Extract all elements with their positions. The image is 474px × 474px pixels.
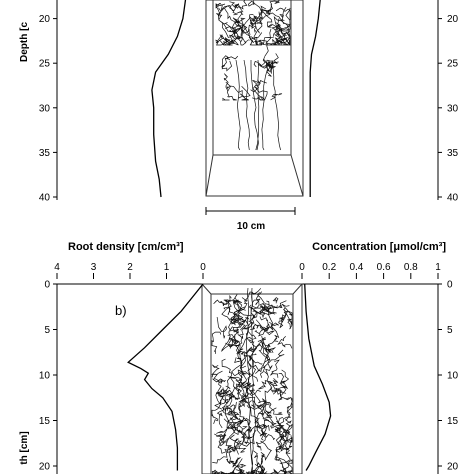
root-density-tick-label: 4: [54, 262, 60, 273]
panel-b-left-tick-label: 5: [44, 325, 50, 336]
panel-b-right-y-ticks: 0 5 10 15 20: [438, 280, 459, 473]
panel-a-left-y-ticks: 20 25 30 35 40: [39, 14, 57, 204]
panel-a-left-tick-label: 20: [39, 14, 51, 25]
panel-a-taproots: [235, 59, 281, 151]
panel-b-roots-top: [227, 288, 279, 331]
panel-a-root-density-line: [151, 0, 187, 198]
panel-a-right-tick-label: 25: [447, 59, 459, 70]
panel-b-right-tick-label: 10: [447, 371, 459, 382]
panel-b-root-system-image: [211, 287, 293, 474]
panel-b-taproots: [246, 287, 256, 474]
panel-b: Root density [cm/cm³] Concentration [μmo…: [19, 241, 459, 474]
panel-a-right-tick-label: 20: [447, 14, 459, 25]
panel-a-soil-column: [205, 0, 304, 197]
panel-b-column-front: [201, 283, 303, 474]
panel-b-right-tick-label: 20: [447, 462, 459, 473]
panel-b-y-axis-label: th [cm]: [19, 431, 30, 464]
scale-bar-label: 10 cm: [237, 221, 265, 232]
panel-b-left-tick-label: 10: [39, 371, 51, 382]
root-density-tick-label: 1: [164, 262, 170, 273]
panel-b-left-y-ticks: 0 5 10 15 20: [39, 280, 57, 473]
panel-a-y-axis-label: Depth [c: [19, 22, 30, 62]
panel-b-roots-dense: [211, 299, 293, 474]
concentration-tick-label: 0: [299, 262, 305, 273]
concentration-tick-label: 0.2: [322, 262, 336, 273]
panel-a-right-tick-label: 40: [447, 193, 459, 204]
panel-a-root-system-image: [215, 0, 291, 151]
concentration-tick-label: 0.4: [349, 262, 363, 273]
panel-a-left-tick-label: 35: [39, 148, 51, 159]
concentration-tick-label: 0.6: [377, 262, 391, 273]
panel-b-left-tick-label: 15: [39, 416, 51, 427]
panel-a-left-tick-label: 25: [39, 59, 51, 70]
panel-b-right-tick-label: 15: [447, 416, 459, 427]
panel-a-right-y-ticks: 20 25 30 35 40: [438, 14, 459, 204]
panel-a-profiles: [151, 0, 321, 198]
scale-bar: 10 cm: [205, 207, 296, 232]
panel-b-right-tick-label: 5: [447, 325, 453, 336]
panel-b-left-tick-label: 20: [39, 462, 51, 473]
root-density-tick-label: 0: [200, 262, 206, 273]
panel-b-label: b): [115, 303, 127, 318]
panel-b-root-density-line: [127, 283, 204, 471]
panel-a: 20 25 30 35 40 20 25 30 35 40 Depth [c 10 cm: [19, 0, 459, 232]
root-density-tick-label: 3: [91, 262, 97, 273]
panel-b-right-tick-label: 0: [447, 280, 453, 291]
panel-a-column-front: [205, 0, 304, 197]
panel-a-roots-mid: [221, 39, 283, 101]
panel-a-left-tick-label: 30: [39, 103, 51, 114]
panel-b-soil-column: [201, 283, 303, 474]
panel-b-left-tick-label: 0: [44, 280, 50, 291]
concentration-tick-label: 1: [435, 262, 441, 273]
panel-b-left-x-axis-label: Root density [cm/cm³]: [68, 241, 184, 253]
panel-b-right-x-axis-label: Concentration [μmol/cm³]: [312, 241, 446, 253]
panel-a-left-tick-label: 40: [39, 193, 51, 204]
panel-b-column-edge-left: [201, 283, 212, 295]
panel-b-concentration-line: [304, 283, 332, 471]
root-density-tick-label: 2: [127, 262, 133, 273]
panel-a-concentration-line: [309, 0, 321, 197]
panel-b-x-ticks: 4 3 2 1 0 0 0.2 0.4 0.6 0.8 1: [54, 262, 441, 279]
panel-a-right-tick-label: 35: [447, 148, 459, 159]
concentration-tick-label: 0.8: [404, 262, 418, 273]
panel-b-profiles: [127, 283, 332, 471]
panel-a-roots-dense: [215, 0, 291, 46]
panel-a-column-edge-right: [290, 154, 304, 197]
panel-a-right-tick-label: 30: [447, 103, 459, 114]
panel-b-column-edge-right: [292, 283, 303, 295]
panel-a-column-edge-left: [205, 154, 214, 197]
